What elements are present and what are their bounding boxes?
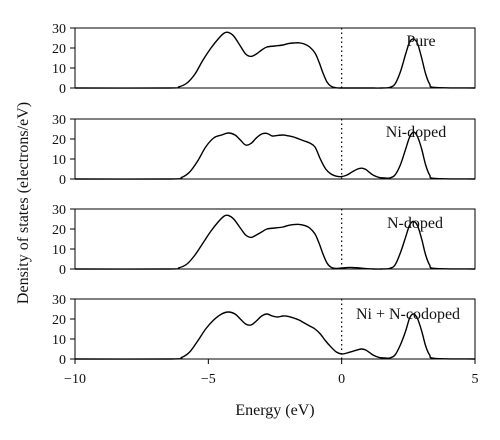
y-tick-label: 30	[52, 113, 66, 128]
panel-frame	[74, 208, 476, 270]
y-axis-label: Density of states (electrons/eV)	[15, 102, 32, 304]
y-tick-label: 30	[52, 293, 66, 308]
y-tick-label: 10	[52, 243, 66, 258]
y-tick-label: 0	[59, 353, 66, 368]
dos-curve	[74, 31, 476, 89]
y-tick-label: 20	[52, 42, 66, 57]
y-tick-label: 20	[52, 313, 66, 328]
x-tick-label: 0	[338, 372, 345, 387]
dos-curve	[74, 214, 476, 270]
x-tick-label: 5	[472, 372, 479, 387]
panel-label: Ni + N-codoped	[356, 306, 460, 323]
panel-3: 0 10 20 30 N-doped	[52, 203, 476, 278]
y-tick-label: 30	[52, 203, 66, 218]
dos-curve	[74, 131, 476, 180]
panel-label: Pure	[406, 33, 435, 50]
y-tick-label: 0	[59, 82, 66, 97]
panel-4: 0 10 20 30 Ni + N-codoped	[52, 293, 476, 368]
panel-frame	[74, 298, 476, 360]
x-tick-label: −10	[64, 372, 86, 387]
y-tick-label: 0	[59, 173, 66, 188]
panel-label: Ni-doped	[386, 124, 446, 141]
y-tick-label: 10	[52, 333, 66, 348]
panel-frame	[74, 118, 476, 180]
y-tick-label: 10	[52, 62, 66, 77]
y-tick-label: 30	[52, 22, 66, 37]
y-tick-label: 10	[52, 153, 66, 168]
panel-label: N-doped	[387, 215, 443, 232]
x-tick-label: −5	[201, 372, 216, 387]
panel-2: 0 10 20 30 Ni-doped	[52, 113, 476, 188]
y-tick-label: 0	[59, 263, 66, 278]
y-tick-label: 20	[52, 133, 66, 148]
panel-frame	[74, 27, 476, 89]
x-axis: −10 −5 0 5	[64, 359, 479, 387]
panel-1: 0 10 20 30 Pure	[52, 22, 476, 97]
y-tick-label: 20	[52, 223, 66, 238]
chart-panels: 0 10 20 30 Pure 0 10 20 30 Ni-doped 0 10 20 30 N-doped…	[52, 22, 476, 368]
dos-curve	[74, 311, 476, 360]
x-axis-label: Energy (eV)	[235, 402, 314, 419]
